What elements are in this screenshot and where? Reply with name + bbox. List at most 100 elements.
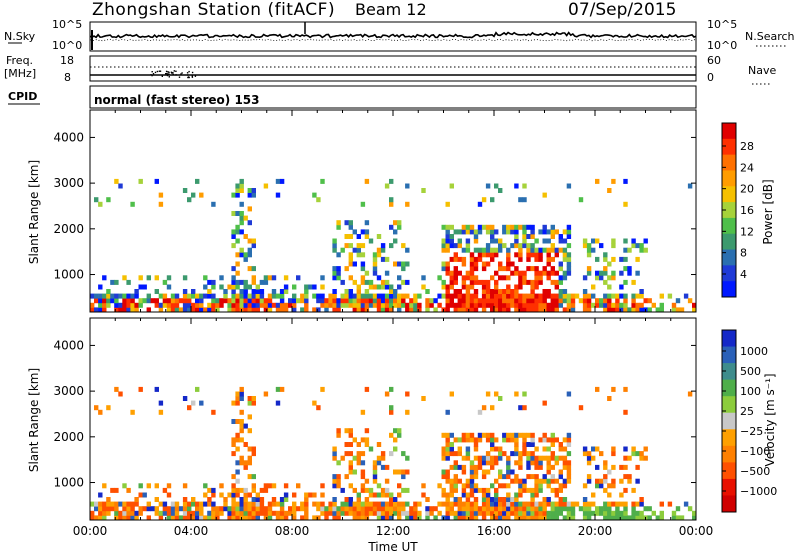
power-cell bbox=[207, 289, 212, 294]
power-cell bbox=[441, 279, 446, 285]
velocity-cell bbox=[639, 510, 644, 516]
velocity-cell bbox=[522, 483, 527, 489]
velocity-cell bbox=[582, 501, 588, 507]
velocity-cell bbox=[498, 506, 503, 512]
velocity-cell bbox=[154, 497, 159, 502]
velocity-cell bbox=[267, 506, 273, 512]
power-cell bbox=[199, 302, 204, 308]
velocity-cell bbox=[449, 446, 454, 452]
colorbar-swatch bbox=[722, 154, 736, 171]
velocity-cell bbox=[659, 510, 664, 516]
velocity-cell bbox=[481, 497, 487, 502]
velocity-cell bbox=[235, 446, 240, 452]
power-cell bbox=[397, 302, 402, 308]
power-cell bbox=[554, 302, 559, 308]
power-cell bbox=[413, 293, 418, 299]
velocity-cell bbox=[518, 515, 523, 521]
power-cell bbox=[114, 293, 119, 299]
power-cell bbox=[534, 252, 539, 258]
power-cell bbox=[247, 302, 252, 308]
velocity-cell bbox=[494, 515, 499, 521]
power-cell bbox=[199, 298, 204, 304]
velocity-cell bbox=[469, 474, 475, 480]
velocity-cell bbox=[405, 510, 410, 516]
power-cell bbox=[461, 247, 467, 253]
power-cell bbox=[566, 256, 572, 262]
velocity-cell bbox=[130, 409, 135, 415]
velocity-cell bbox=[595, 483, 600, 489]
velocity-cell bbox=[546, 483, 551, 489]
velocity-cell bbox=[453, 487, 458, 493]
power-cell bbox=[332, 275, 337, 281]
velocity-cell bbox=[546, 515, 551, 521]
power-cell bbox=[550, 234, 555, 239]
velocity-cell bbox=[582, 506, 588, 512]
power-cell bbox=[542, 289, 547, 294]
velocity-cell bbox=[154, 510, 159, 516]
velocity-cell bbox=[445, 515, 450, 521]
power-cell bbox=[106, 289, 111, 294]
power-cell bbox=[211, 293, 216, 299]
velocity-cell bbox=[384, 478, 390, 484]
power-cell bbox=[607, 298, 612, 304]
power-cell bbox=[675, 298, 681, 304]
velocity-cell bbox=[562, 460, 568, 466]
power-cell bbox=[546, 289, 551, 294]
power-cell bbox=[631, 243, 636, 249]
velocity-cell bbox=[550, 515, 555, 521]
power-cell bbox=[106, 197, 111, 203]
power-cell bbox=[162, 279, 168, 285]
velocity-cell bbox=[506, 437, 511, 443]
freq-dot bbox=[191, 76, 194, 78]
velocity-cell bbox=[166, 506, 172, 512]
power-cell bbox=[518, 298, 523, 304]
power-cell bbox=[231, 275, 236, 281]
power-cell bbox=[546, 302, 551, 308]
velocity-cell bbox=[352, 506, 357, 512]
velocity-cell bbox=[453, 437, 458, 443]
velocity-cell bbox=[490, 506, 495, 512]
velocity-cell bbox=[498, 446, 503, 452]
velocity-cell bbox=[558, 446, 563, 452]
colorbar-swatch bbox=[722, 249, 736, 266]
velocity-cell bbox=[243, 506, 248, 512]
power-cell bbox=[591, 293, 596, 299]
velocity-cell bbox=[554, 455, 559, 461]
power-cell bbox=[138, 275, 143, 281]
velocity-cell bbox=[247, 506, 252, 512]
velocity-cell bbox=[348, 510, 353, 516]
velocity-cell bbox=[550, 501, 555, 507]
velocity-cell bbox=[203, 515, 208, 521]
power-cell bbox=[405, 279, 410, 285]
velocity-cell bbox=[384, 510, 390, 516]
power-cell bbox=[514, 302, 519, 308]
velocity-cell bbox=[586, 460, 592, 466]
velocity-cell bbox=[623, 464, 628, 470]
velocity-cell bbox=[615, 506, 620, 512]
power-cell bbox=[530, 307, 535, 313]
velocity-cell bbox=[639, 501, 644, 507]
power-cell bbox=[498, 261, 503, 267]
velocity-cell bbox=[352, 437, 357, 443]
power-cell bbox=[534, 270, 539, 276]
velocity-cell bbox=[449, 492, 454, 498]
velocity-cell bbox=[453, 474, 458, 480]
velocity-cell bbox=[534, 460, 539, 466]
velocity-cell bbox=[199, 506, 204, 512]
velocity-cell bbox=[546, 478, 551, 484]
nsearch-tick-top: 10^5 bbox=[707, 18, 737, 31]
velocity-cell bbox=[611, 386, 616, 392]
velocity-cell bbox=[526, 455, 531, 461]
velocity-cell bbox=[514, 432, 519, 438]
velocity-cell bbox=[611, 510, 616, 516]
velocity-cell bbox=[461, 515, 467, 521]
velocity-cell bbox=[170, 510, 176, 516]
velocity-cell bbox=[312, 515, 317, 521]
power-cell bbox=[514, 238, 519, 244]
power-cell bbox=[360, 302, 366, 308]
power-cell bbox=[364, 279, 370, 285]
freq-dot bbox=[180, 73, 182, 75]
power-cell bbox=[235, 293, 240, 299]
velocity-cell bbox=[372, 474, 378, 480]
velocity-cell bbox=[320, 483, 325, 489]
